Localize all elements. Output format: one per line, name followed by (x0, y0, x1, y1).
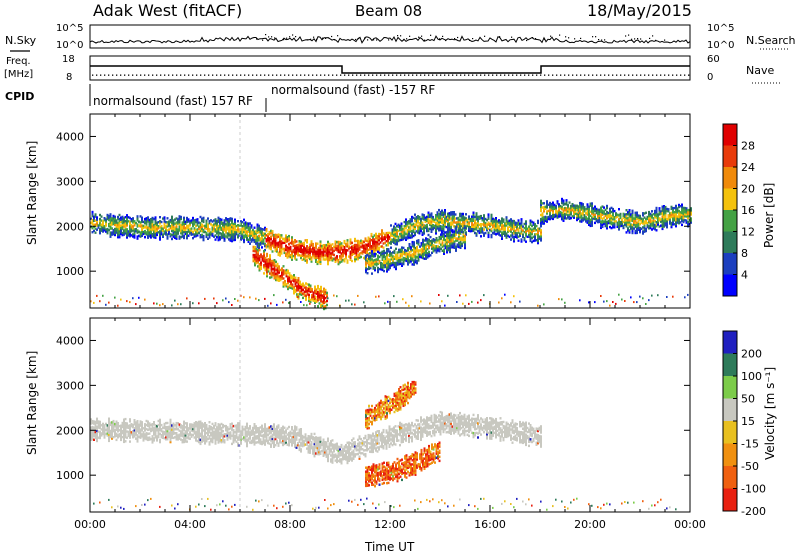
y-tick-label: 3000 (56, 379, 84, 392)
velocity-panel: 1000 2000 3000 4000 00:00 04:00 08:00 12:00 16:… (25, 317, 706, 554)
velocity-xlabel: Time UT (364, 540, 415, 554)
colorbar-tick-label: 8 (741, 247, 748, 260)
date-label: 18/May/2015 (587, 1, 692, 20)
colorbar-tick-label: -15 (741, 438, 759, 451)
freq-unit: [MHz] (4, 69, 33, 80)
colorbar-tick-label: 200 (741, 348, 762, 361)
power-x-axis (89, 114, 691, 308)
x-tick-label: 04:00 (174, 518, 206, 531)
x-tick-label: 16:00 (474, 518, 506, 531)
colorbar-tick-label: 20 (741, 183, 755, 196)
station-title: Adak West (fitACF) (93, 1, 242, 20)
velocity-x-axis: 00:00 04:00 08:00 12:00 16:00 20:00 00:00 (74, 318, 706, 531)
nsearch-dots (256, 34, 666, 42)
colorbar-tick-label: 28 (741, 140, 755, 153)
freq-panel: Freq. [MHz] 18 8 60 0 Nave (4, 54, 780, 84)
nave-tick-top: 60 (707, 54, 720, 65)
colorbar-tick-label: -100 (741, 483, 766, 496)
colorbar-tick-label: -50 (741, 460, 759, 473)
y-tick-label: 2000 (56, 424, 84, 437)
x-tick-label: 20:00 (574, 518, 606, 531)
colorbar-tick-label: 15 (741, 415, 755, 428)
velocity-colorbar: 200 100 50 15 -15 -50 -100 -200 Velocity [m s⁻¹… (722, 330, 777, 518)
nave-tick-bottom: 0 (707, 72, 713, 83)
colorbar-tick-label: 12 (741, 226, 755, 239)
cpid-label: CPID (5, 90, 34, 103)
freq-tick-top: 18 (62, 54, 75, 65)
cpid-segment-2: normalsound (fast) -157 RF (271, 83, 435, 97)
x-tick-label: 00:00 (74, 518, 106, 531)
cpid-row: CPID normalsound (fast) 157 RF normalsou… (5, 83, 435, 112)
colorbar-tick-label: 16 (741, 204, 755, 217)
velocity-colorbar-label: Velocity [m s⁻¹] (763, 367, 777, 460)
freq-trace (90, 65, 690, 74)
velocity-data (90, 380, 677, 511)
y-tick-label: 4000 (56, 130, 84, 143)
colorbar-tick-label: -200 (741, 505, 766, 518)
power-panel: 1000 2000 3000 4000 Slant Range [km] (25, 113, 692, 311)
cpid-segment-1: normalsound (fast) 157 RF (93, 94, 253, 108)
colorbar-tick-label: 24 (741, 161, 755, 174)
colorbar-tick-label: 50 (741, 393, 755, 406)
nsearch-tick-bottom: 10^0 (707, 40, 734, 51)
power-ylabel: Slant Range [km] (25, 141, 39, 245)
nsearch-label: N.Search (746, 34, 796, 47)
nsky-label: N.Sky (5, 34, 37, 47)
nave-label: Nave (746, 64, 774, 77)
x-tick-label: 08:00 (274, 518, 306, 531)
power-y-axis: 1000 2000 3000 4000 (56, 130, 690, 278)
nsky-trace (89, 35, 691, 44)
power-colorbar-label: Power [dB] (762, 183, 776, 248)
y-tick-label: 3000 (56, 175, 84, 188)
x-tick-label: 00:00 (674, 518, 706, 531)
freq-label: Freq. (6, 56, 31, 67)
nave-dots (92, 74, 690, 76)
power-colorbar: 28 24 20 16 12 8 4 Power [dB] (722, 123, 776, 297)
freq-tick-bottom: 8 (66, 72, 72, 83)
y-tick-label: 1000 (56, 469, 84, 482)
x-tick-label: 12:00 (374, 518, 406, 531)
nsky-tick-top: 10^5 (56, 23, 83, 34)
nsky-panel: N.Sky 10^5 10^0 10^5 10^0 N.Search (5, 23, 796, 52)
nsky-tick-bottom: 10^0 (56, 40, 83, 51)
velocity-ylabel: Slant Range [km] (25, 351, 39, 455)
power-data (90, 197, 692, 311)
nsearch-tick-top: 10^5 (707, 23, 734, 34)
y-tick-label: 4000 (56, 334, 84, 347)
y-tick-label: 2000 (56, 220, 84, 233)
colorbar-tick-label: 100 (741, 370, 762, 383)
y-tick-label: 1000 (56, 265, 84, 278)
colorbar-tick-label: 4 (741, 269, 748, 282)
velocity-y-axis: 1000 2000 3000 4000 (56, 334, 690, 482)
beam-label: Beam 08 (355, 2, 422, 20)
